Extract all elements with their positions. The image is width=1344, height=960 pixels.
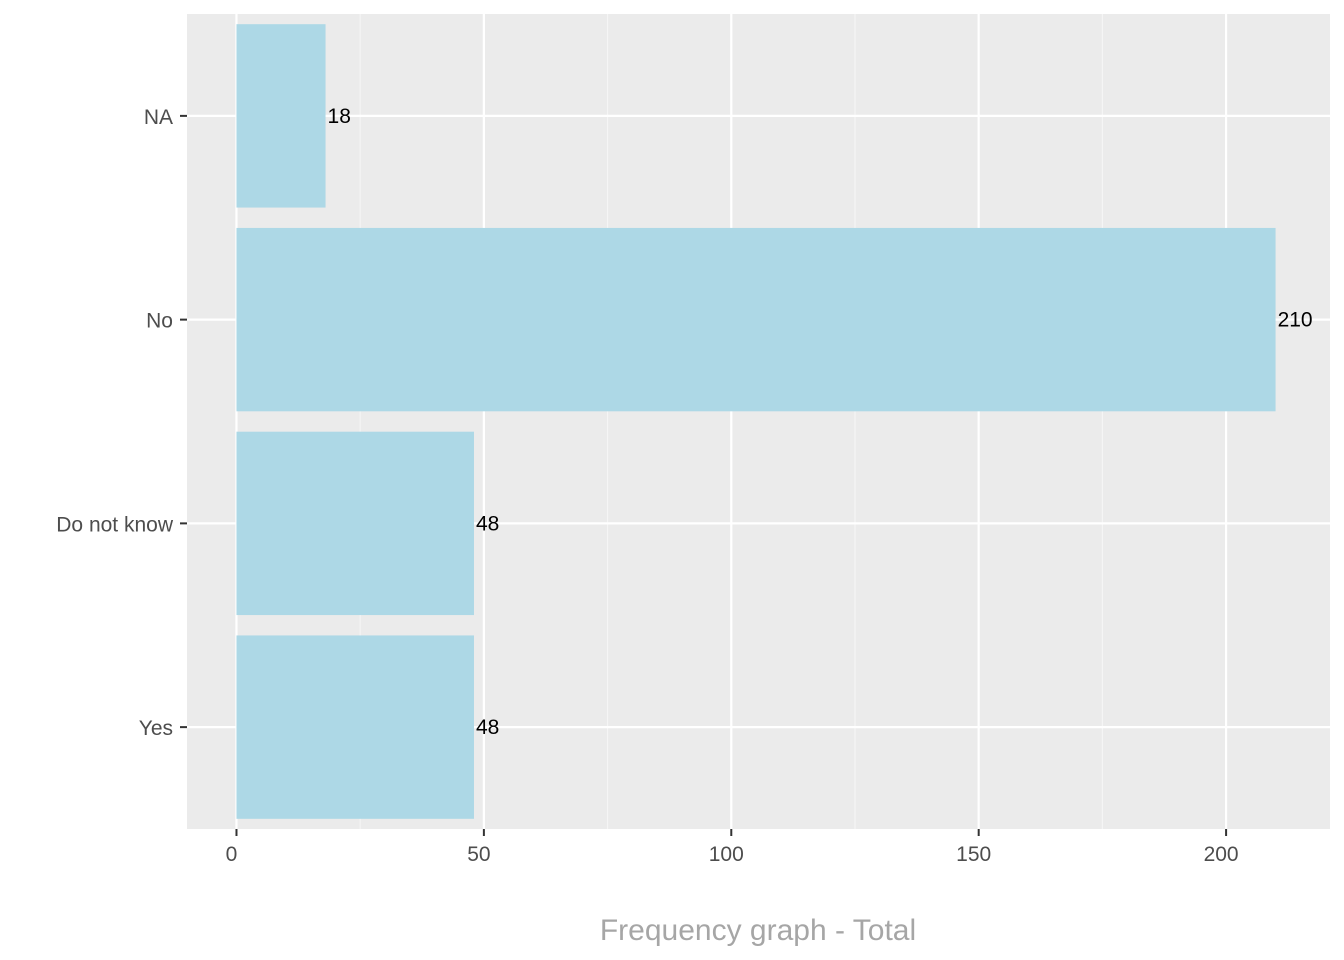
y-axis: NA No Do not know Yes (56, 106, 187, 740)
data-label: 18 (328, 105, 351, 128)
y-tick-label: Do not know (56, 513, 174, 536)
bar (236, 635, 474, 819)
x-tick-label: 0 (226, 843, 238, 866)
x-tick-label: 150 (956, 843, 991, 866)
data-label: 48 (476, 716, 499, 739)
x-axis-title: Frequency graph - Total (600, 914, 916, 947)
data-label: 210 (1278, 309, 1313, 332)
bars (236, 24, 1276, 819)
x-tick-label: 100 (709, 843, 744, 866)
data-label: 48 (476, 512, 499, 535)
value-labels: 18 210 48 48 (328, 105, 1313, 739)
bar (236, 227, 1276, 412)
x-tick-label: 50 (467, 843, 490, 866)
x-axis: 0 50 100 150 200 (226, 829, 1239, 866)
bar (236, 24, 326, 208)
x-tick-label: 200 (1204, 843, 1239, 866)
bar (236, 431, 474, 616)
y-tick-label: NA (144, 106, 173, 129)
y-tick-label: No (146, 310, 173, 333)
y-tick-label: Yes (139, 717, 173, 740)
